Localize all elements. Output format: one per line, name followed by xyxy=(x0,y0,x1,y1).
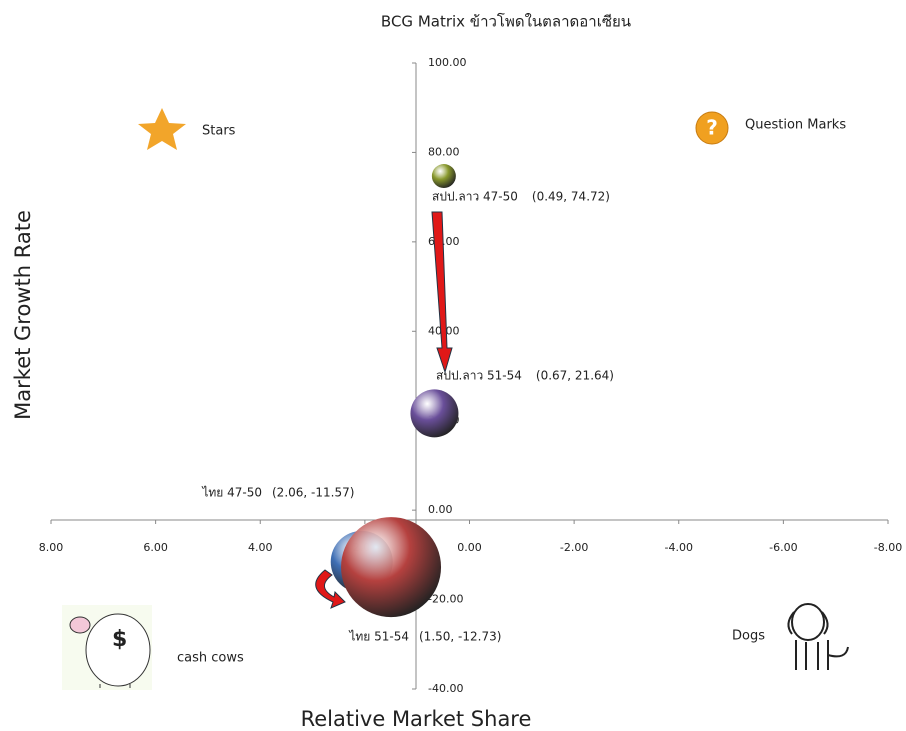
x-tick-label: 8.00 xyxy=(39,541,64,554)
dog-icon xyxy=(787,603,849,670)
point-label: ไทย 51-54 xyxy=(348,630,409,644)
x-tick-label: -8.00 xyxy=(874,541,902,554)
bubble xyxy=(410,389,459,438)
y-tick-label: -20.00 xyxy=(428,593,463,606)
bubble xyxy=(431,164,456,189)
quadrant-label: Question Marks xyxy=(745,118,846,133)
question-icon xyxy=(695,111,729,145)
quadrant-label: cash cows xyxy=(177,651,244,666)
x-tick-label: 0.00 xyxy=(457,541,482,554)
y-tick-label: 100.00 xyxy=(428,56,467,69)
star-icon xyxy=(138,108,186,150)
plot: 8.006.004.002.000.00-2.00-4.00-6.00-8.00… xyxy=(39,56,902,695)
y-tick-label: 0.00 xyxy=(428,503,453,516)
cow-icon: $ xyxy=(62,605,152,690)
transition-arrow xyxy=(431,211,453,374)
x-tick-label: 6.00 xyxy=(143,541,168,554)
transition-arrow xyxy=(315,569,346,609)
quadrant-label: Stars xyxy=(202,124,236,139)
value-label: (1.50, -12.73) xyxy=(419,630,501,644)
question-icon-glyph: ? xyxy=(706,116,718,140)
point-label: ไทย 47-50 xyxy=(201,486,262,500)
bubble xyxy=(341,517,442,618)
point-label: สปป.ลาว 47-50 xyxy=(432,190,518,204)
y-tick-label: 60.00 xyxy=(428,235,460,248)
value-label: (0.67, 21.64) xyxy=(536,369,614,383)
x-tick-label: -6.00 xyxy=(769,541,797,554)
chart-title: BCG Matrix ข้าวโพดในตลาดอาเซียน xyxy=(381,13,631,31)
x-axis-title: Relative Market Share xyxy=(301,707,532,731)
quadrant-label: Dogs xyxy=(732,629,765,644)
point-label: สปป.ลาว 51-54 xyxy=(436,369,522,383)
x-tick-label: -4.00 xyxy=(665,541,693,554)
x-tick-label: -2.00 xyxy=(560,541,588,554)
y-tick-label: -40.00 xyxy=(428,682,463,695)
y-tick-label: 80.00 xyxy=(428,145,460,158)
value-label: (2.06, -11.57) xyxy=(272,486,354,500)
x-tick-label: 4.00 xyxy=(248,541,273,554)
y-axis-title: Market Growth Rate xyxy=(11,210,35,420)
value-label: (0.49, 74.72) xyxy=(532,190,610,204)
svg-text:$: $ xyxy=(112,627,127,652)
